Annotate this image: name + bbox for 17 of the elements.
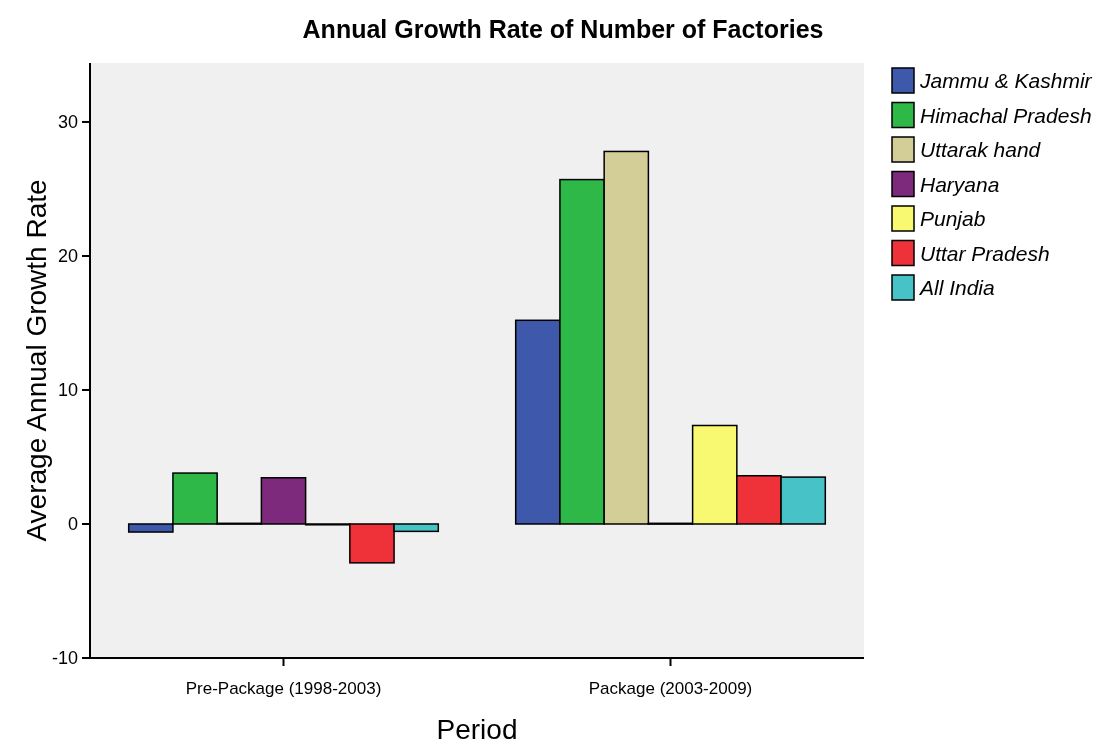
y-tick-label: 0	[67, 514, 78, 535]
y-axis-title: Average Annual Growth Rate	[21, 179, 52, 542]
x-tick-label: Pre-Package (1998-2003)	[185, 679, 382, 698]
x-tick-label: Package (2003-2009)	[588, 679, 753, 698]
y-tick-label: 10	[57, 380, 78, 401]
legend-label: Punjab	[920, 207, 986, 230]
legend-label: Haryana	[920, 172, 1000, 196]
legend-label: Jammu & Kashmir	[919, 69, 1093, 92]
legend-label: Uttarak hand	[920, 138, 1042, 161]
x-axis-title: Period	[436, 714, 518, 741]
chart-title: Annual Growth Rate of Number of Factories	[302, 15, 824, 43]
legend-label: Uttar Pradesh	[920, 241, 1050, 265]
y-tick-label: 20	[57, 246, 78, 267]
legend-label: All India	[918, 276, 995, 299]
legend-label: Himachal Pradesh	[920, 103, 1092, 127]
y-tick-label: 30	[57, 112, 78, 133]
y-tick-label: -10	[51, 648, 78, 669]
